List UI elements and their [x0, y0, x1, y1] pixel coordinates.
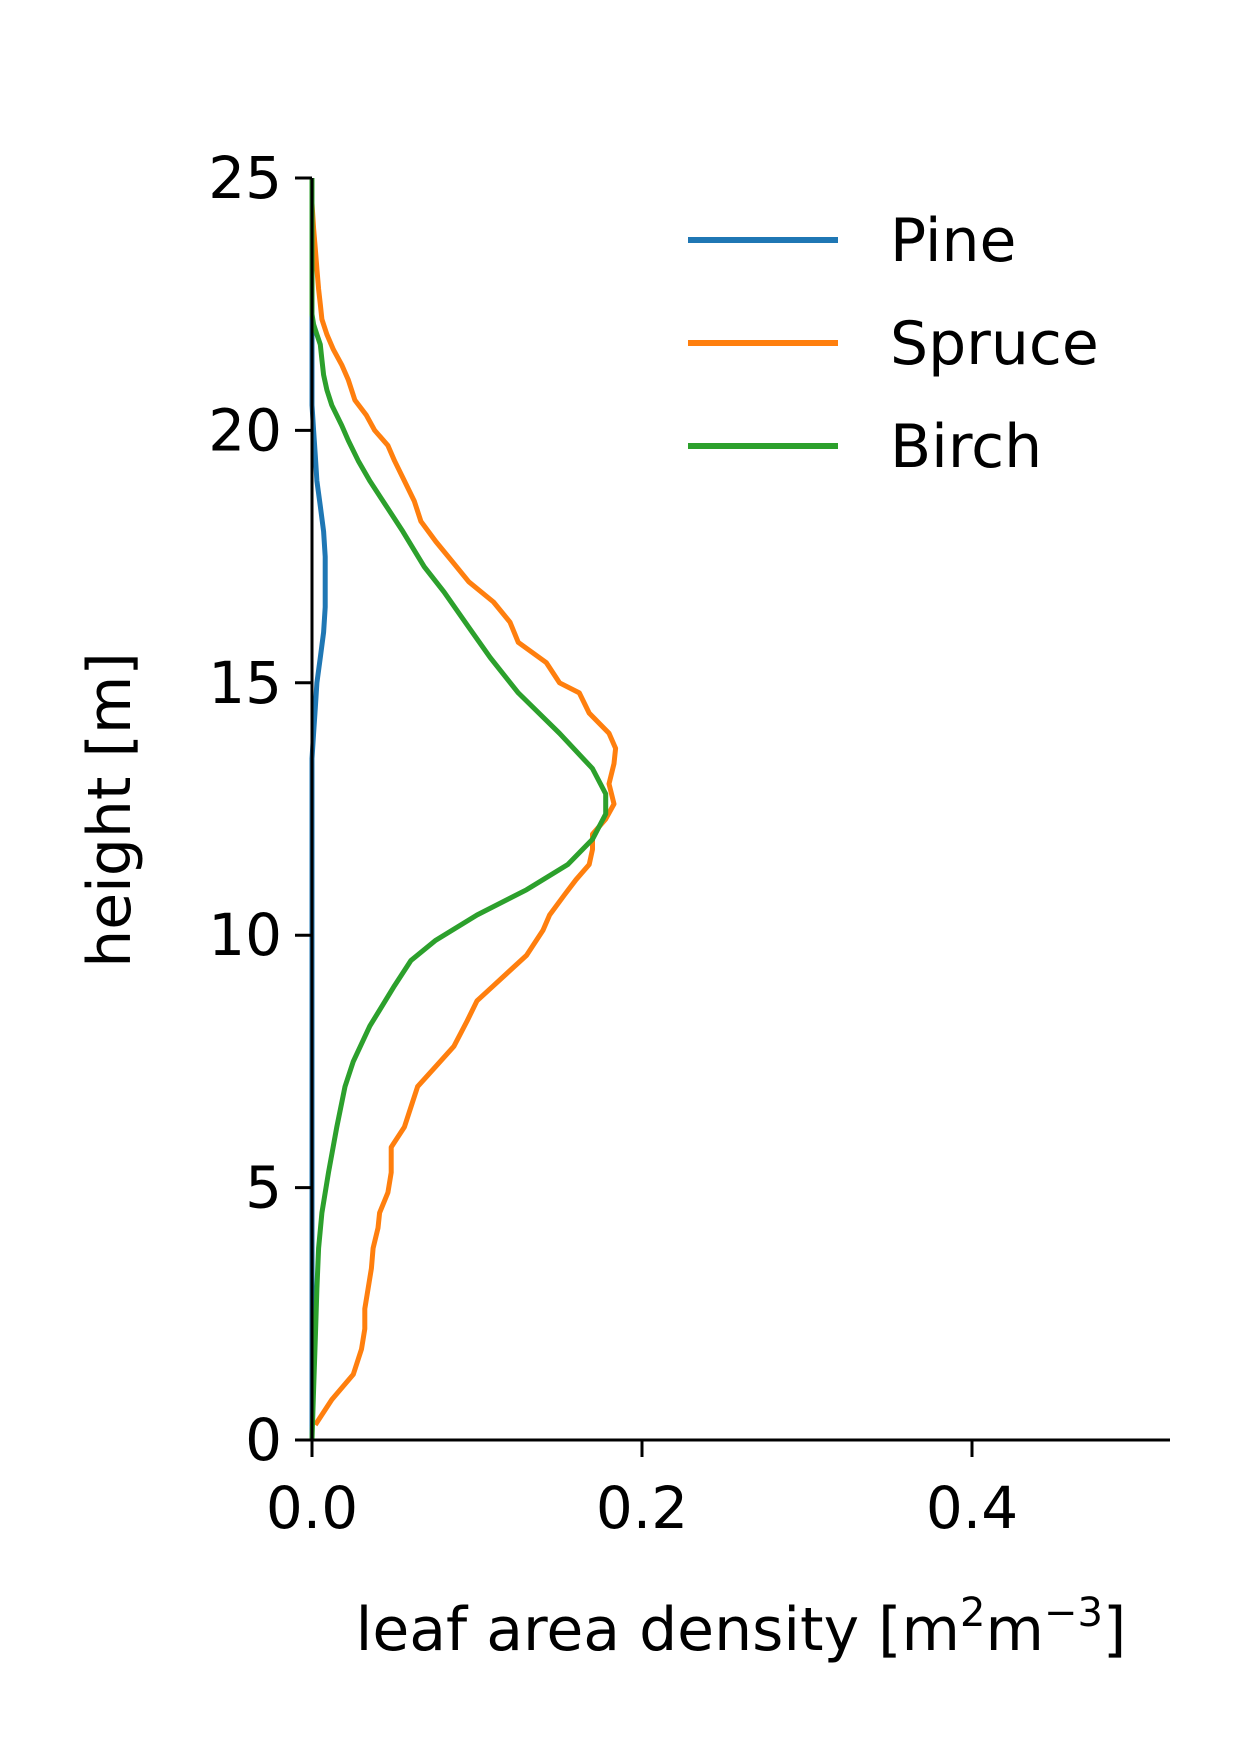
x-axis-label: leaf area density [m2m−3]: [356, 1590, 1127, 1665]
y-axis-label: height [m]: [75, 652, 145, 968]
y-tick-label: 0: [245, 1406, 282, 1474]
series-line-spruce: [309, 178, 619, 1427]
x-axis-label-sup1: 2: [960, 1590, 985, 1636]
y-tick-label: 15: [208, 649, 282, 717]
legend-label-birch: Birch: [890, 412, 1042, 482]
x-axis-label-mid: m: [985, 1595, 1043, 1665]
legend-label-spruce: Spruce: [890, 309, 1099, 379]
x-tick-label: 0.2: [596, 1474, 688, 1542]
y-tick-label: 10: [208, 901, 282, 969]
y-tick-label: 20: [208, 396, 282, 464]
x-tick-label: 0.4: [926, 1474, 1018, 1542]
legend-label-pine: Pine: [890, 206, 1016, 276]
series-layer: [309, 178, 619, 1441]
y-tick-label: 25: [208, 144, 282, 212]
x-axis-label-main: leaf area density [m: [356, 1595, 960, 1665]
ticks-layer: 0.0 0.2 0.4 0 5 10 15 20 25: [208, 144, 1018, 1542]
x-axis-label-end: ]: [1103, 1595, 1126, 1665]
legend: Pine Spruce Birch: [688, 206, 1099, 482]
series-line-birch: [309, 178, 609, 1441]
x-tick-label: 0.0: [266, 1474, 358, 1542]
x-axis-label-sup2: −3: [1044, 1590, 1103, 1636]
y-tick-label: 5: [245, 1154, 282, 1222]
